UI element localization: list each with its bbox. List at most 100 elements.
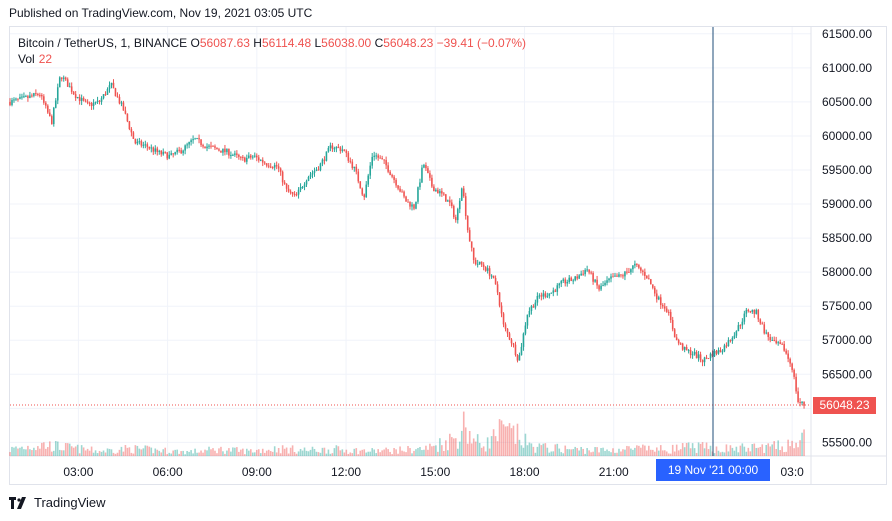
volume-bar xyxy=(128,447,131,456)
candle-body xyxy=(375,155,377,157)
candle-body xyxy=(9,101,11,105)
volume-bar xyxy=(160,452,163,456)
candle-body xyxy=(472,247,475,261)
volume-bar xyxy=(325,453,328,456)
symbol-label[interactable]: Bitcoin / TetherUS, 1, BINANCE xyxy=(18,36,188,50)
candle-body xyxy=(454,217,457,221)
chart-frame[interactable] xyxy=(9,26,887,485)
candle-body xyxy=(164,151,167,153)
candle-body xyxy=(108,85,111,90)
candle-body xyxy=(196,138,198,140)
candle-body xyxy=(721,351,724,353)
y-tick-label: 61000.00 xyxy=(822,61,872,75)
candle-body xyxy=(516,354,519,361)
volume-bar xyxy=(88,450,91,456)
candle-body xyxy=(140,141,143,146)
candle-body xyxy=(757,309,760,320)
volume-bar xyxy=(365,452,368,456)
volume-bar xyxy=(56,441,59,456)
volume-bar xyxy=(747,447,750,456)
candle-body xyxy=(66,79,69,87)
candle-body xyxy=(132,132,135,139)
volume-bar xyxy=(425,445,427,456)
candle-body xyxy=(779,342,781,344)
high-label: H xyxy=(253,36,262,50)
volume-bar xyxy=(347,453,350,456)
candle-body xyxy=(37,93,39,95)
candle-body xyxy=(409,201,411,207)
volume-bar xyxy=(488,448,491,456)
candle-body xyxy=(248,155,250,158)
candle-body xyxy=(162,151,165,155)
volume-bar xyxy=(399,446,401,456)
candle-body xyxy=(359,181,362,189)
candle-body xyxy=(657,297,660,300)
footer-brand[interactable]: TradingView xyxy=(9,495,106,510)
volume-bar xyxy=(508,423,511,456)
volume-bar xyxy=(677,450,680,456)
candle-body xyxy=(667,311,670,313)
candle-body xyxy=(74,94,77,99)
candle-body xyxy=(437,189,439,194)
candle-body xyxy=(341,149,344,151)
volume-bar xyxy=(514,443,517,456)
volume-bar xyxy=(777,440,779,456)
candle-body xyxy=(263,162,266,164)
candle-body xyxy=(293,193,296,195)
candle-body xyxy=(574,276,576,281)
candle-body xyxy=(544,293,547,297)
candle-body xyxy=(415,201,417,209)
volume-bar xyxy=(423,449,425,456)
candle-body xyxy=(94,102,97,104)
volume-bar xyxy=(636,445,638,456)
candle-body xyxy=(168,154,171,159)
volume-bar xyxy=(27,445,29,456)
volume-bar xyxy=(100,451,103,456)
volume-bar xyxy=(600,448,602,456)
volume-bar xyxy=(610,452,612,456)
volume-bar xyxy=(544,443,547,456)
candle-body xyxy=(604,282,606,286)
volume-legend: Vol 22 xyxy=(18,52,52,66)
volume-bar xyxy=(84,450,87,456)
volume-bar xyxy=(604,450,606,456)
candle-body xyxy=(226,149,228,153)
volume-bar xyxy=(799,440,801,456)
volume-bar xyxy=(13,447,15,456)
volume-bar xyxy=(188,451,190,456)
candle-body xyxy=(361,188,364,195)
y-tick-label: 55500.00 xyxy=(822,435,872,449)
volume-bar xyxy=(108,448,111,456)
candle-body xyxy=(154,148,157,152)
volume-bar xyxy=(715,446,718,456)
volume-bar xyxy=(592,451,594,456)
volume-bar xyxy=(620,451,622,456)
candle-body xyxy=(41,95,43,97)
x-tick-label: 03:0 xyxy=(780,465,804,479)
volume-bar xyxy=(39,448,41,456)
candle-body xyxy=(793,369,795,377)
candle-body xyxy=(331,145,334,149)
candle-body xyxy=(102,94,105,99)
y-tick-label: 57000.00 xyxy=(822,333,872,347)
candle-body xyxy=(297,189,300,195)
candle-body xyxy=(190,140,192,143)
volume-bar xyxy=(699,443,702,456)
candle-body xyxy=(45,102,47,106)
volume-bar xyxy=(82,447,85,456)
volume-bar xyxy=(222,451,224,456)
volume-bar xyxy=(667,453,670,456)
volume-bar xyxy=(516,423,519,456)
volume-bar xyxy=(452,438,455,456)
volume-bar xyxy=(110,449,113,456)
candle-body xyxy=(590,272,592,274)
volume-bar xyxy=(490,436,493,456)
candle-body xyxy=(791,363,793,370)
volume-bar xyxy=(769,446,772,456)
candle-body xyxy=(534,302,537,308)
candle-body xyxy=(86,101,89,103)
volume-bar xyxy=(745,451,748,456)
volume-bar xyxy=(351,453,354,456)
volume-bar xyxy=(208,446,210,456)
